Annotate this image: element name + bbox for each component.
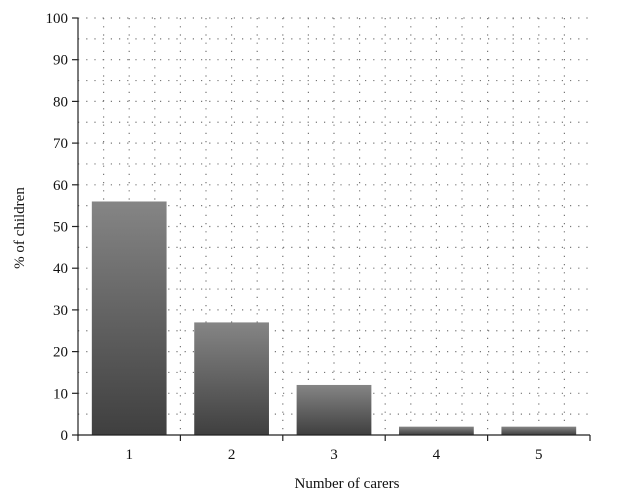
y-tick-label: 100 bbox=[46, 11, 69, 27]
y-tick-label: 70 bbox=[53, 136, 68, 152]
tick-labels-group: 0 10 20 30 40 50 60 70 80 90 100 1 2 3 4 5 bbox=[46, 11, 543, 463]
y-tick-label: 50 bbox=[53, 220, 68, 236]
y-tick-label: 90 bbox=[53, 53, 68, 69]
bars-group bbox=[91, 201, 577, 435]
x-tick-label: 3 bbox=[330, 447, 338, 463]
y-axis-title: % of children bbox=[12, 187, 28, 269]
x-tick-label: 2 bbox=[228, 447, 236, 463]
y-tick-label: 20 bbox=[53, 345, 68, 361]
gridlines bbox=[78, 17, 590, 435]
y-tick-label: 80 bbox=[53, 94, 68, 110]
x-tick-label: 1 bbox=[125, 447, 133, 463]
y-tick-label: 0 bbox=[61, 428, 69, 444]
axes-group bbox=[72, 17, 591, 441]
bar-3 bbox=[296, 384, 372, 435]
y-tick-label: 30 bbox=[53, 303, 68, 319]
x-tick-label: 4 bbox=[433, 447, 441, 463]
x-tick-label: 5 bbox=[535, 447, 543, 463]
bar-2 bbox=[194, 322, 269, 435]
bar-1 bbox=[91, 201, 167, 435]
bar-5 bbox=[501, 426, 577, 435]
bar-4 bbox=[399, 426, 474, 435]
y-tick-label: 10 bbox=[53, 386, 68, 402]
y-tick-label: 40 bbox=[53, 261, 68, 277]
y-tick-label: 60 bbox=[53, 178, 68, 194]
x-axis-title: Number of carers bbox=[295, 476, 400, 492]
